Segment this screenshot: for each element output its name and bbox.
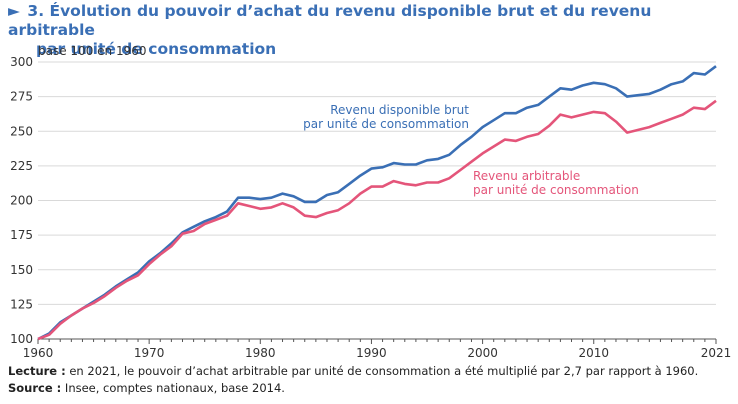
series-label-revenu-arbitrable-line1: Revenu arbitrable	[473, 169, 580, 183]
x-tick-label: 1990	[356, 346, 387, 360]
y-tick-label: 250	[10, 124, 33, 138]
y-tick-label: 225	[10, 159, 33, 173]
y-axis-unit-label: base 100 en 1960	[38, 44, 147, 58]
y-tick-label: 100	[10, 332, 33, 346]
y-tick-label: 300	[10, 55, 33, 69]
lecture-text: en 2021, le pouvoir d’achat arbitrable p…	[65, 364, 699, 378]
series-label-revenu-disponible-brut-line1: Revenu disponible brut	[330, 103, 469, 117]
y-tick-label: 175	[10, 228, 33, 242]
source-note: Source : Insee, comptes nationaux, base …	[8, 380, 698, 397]
x-tick-label: 2000	[467, 346, 498, 360]
x-tick-label: 2010	[578, 346, 609, 360]
x-tick-label: 1970	[134, 346, 165, 360]
y-tick-label: 150	[10, 263, 33, 277]
title-line-2: par unité de consommation	[36, 40, 277, 58]
series-label-revenu-disponible-brut-line2: par unité de consommation	[303, 117, 469, 131]
x-tick-label: 1960	[23, 346, 54, 360]
y-tick-label: 275	[10, 90, 33, 104]
source-label: Source :	[8, 381, 62, 395]
title-arrow-icon: ►	[8, 2, 20, 20]
x-tick-label: 1980	[245, 346, 276, 360]
lecture-note: Lecture : en 2021, le pouvoir d’achat ar…	[8, 363, 698, 380]
y-tick-label: 125	[10, 297, 33, 311]
series-line-revenu-disponible-brut	[37, 65, 717, 341]
x-tick-label: 2021	[701, 346, 732, 360]
y-tick-label: 200	[10, 194, 33, 208]
series-label-revenu-arbitrable-line2: par unité de consommation	[473, 183, 639, 197]
title-line-1: 3. Évolution du pouvoir d’achat du reven…	[8, 2, 652, 39]
series-line-revenu-arbitrable	[37, 99, 717, 341]
chart-notes: Lecture : en 2021, le pouvoir d’achat ar…	[8, 363, 698, 397]
source-text: Insee, comptes nationaux, base 2014.	[61, 381, 285, 395]
chart-title: ► 3. Évolution du pouvoir d’achat du rev…	[8, 2, 728, 59]
lecture-label: Lecture :	[8, 364, 66, 378]
